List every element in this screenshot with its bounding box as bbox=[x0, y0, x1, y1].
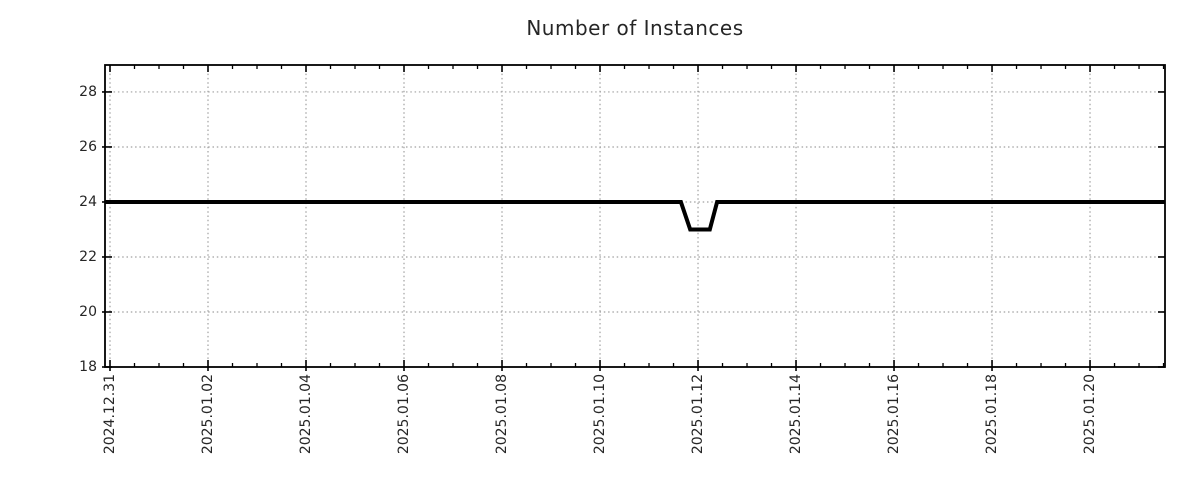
series-line-instances bbox=[105, 200, 1165, 232]
plot-border bbox=[104, 64, 1166, 368]
x-tick-label: 2025.01.02 bbox=[200, 374, 216, 455]
x-tick-label: 2025.01.06 bbox=[396, 374, 412, 455]
x-tick-label: 2025.01.10 bbox=[592, 374, 608, 455]
x-tick-label: 2025.01.08 bbox=[494, 374, 510, 455]
y-tick-label: 18 bbox=[79, 359, 97, 375]
chart-title: Number of Instances bbox=[526, 16, 744, 40]
x-tick-label: 2025.01.12 bbox=[690, 374, 707, 455]
y-tick-label: 24 bbox=[79, 193, 97, 210]
y-tick-label: 20 bbox=[79, 303, 97, 320]
y-tick-label: 26 bbox=[79, 138, 97, 155]
x-tick-label: 2024.12.31 bbox=[101, 374, 118, 455]
y-tick-label: 28 bbox=[79, 83, 97, 100]
x-tick-label: 2025.01.20 bbox=[1082, 374, 1099, 455]
x-tick-label: 2025.01.04 bbox=[298, 374, 314, 455]
x-tick-label: 2025.01.14 bbox=[788, 374, 805, 455]
x-tick-label: 2025.01.16 bbox=[886, 374, 903, 455]
x-tick-label: 2025.01.18 bbox=[984, 374, 1001, 455]
y-tick-label: 22 bbox=[79, 248, 97, 265]
